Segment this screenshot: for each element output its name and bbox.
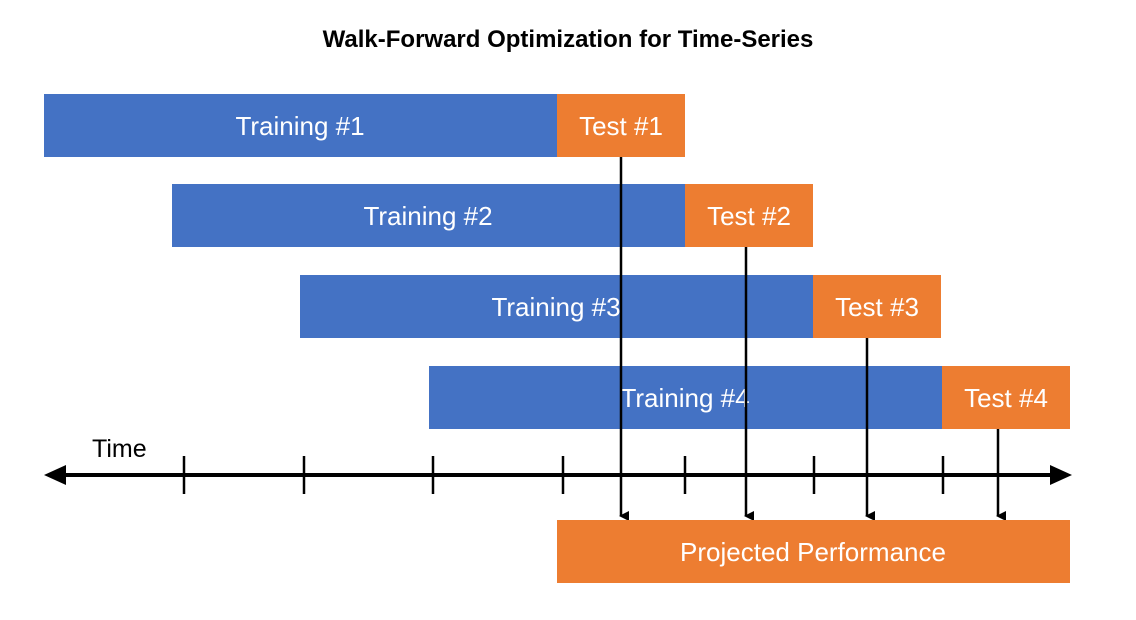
projected-performance-label: Projected Performance — [680, 537, 946, 567]
training-label-4: Training #4 — [620, 383, 749, 413]
projected-performance-bar — [557, 520, 1070, 583]
diagram-title: Walk-Forward Optimization for Time-Serie… — [322, 26, 814, 53]
training-bar-2 — [172, 184, 685, 247]
test-bar-1 — [557, 94, 685, 157]
training-label-2: Training #2 — [363, 201, 492, 231]
test-label-4: Test #4 — [964, 383, 1048, 413]
training-bar-1 — [44, 94, 557, 157]
training-bar-4 — [429, 366, 942, 429]
window-1: Training #1 Test #1 — [44, 94, 685, 157]
window-4: Training #4 Test #4 — [429, 366, 1070, 429]
time-axis-left-arrow-icon — [44, 465, 66, 485]
time-axis-label: Time — [92, 435, 147, 463]
projected-performance: Projected Performance — [557, 520, 1070, 583]
time-axis: Time — [44, 435, 1072, 494]
test-bar-3 — [813, 275, 941, 338]
time-axis-ticks — [182, 456, 945, 494]
test-bar-4 — [942, 366, 1070, 429]
time-axis-right-arrow-icon — [1050, 465, 1072, 485]
connector-arrows — [619, 157, 1006, 521]
training-bar-3 — [300, 275, 813, 338]
window-3: Training #3 Test #3 — [300, 275, 941, 338]
test-bar-2 — [685, 184, 813, 247]
test-label-2: Test #2 — [707, 201, 791, 231]
training-label-3: Training #3 — [491, 292, 620, 322]
test-label-3: Test #3 — [835, 292, 919, 322]
training-label-1: Training #1 — [235, 111, 364, 141]
window-2: Training #2 Test #2 — [172, 184, 813, 247]
test-label-1: Test #1 — [579, 111, 663, 141]
